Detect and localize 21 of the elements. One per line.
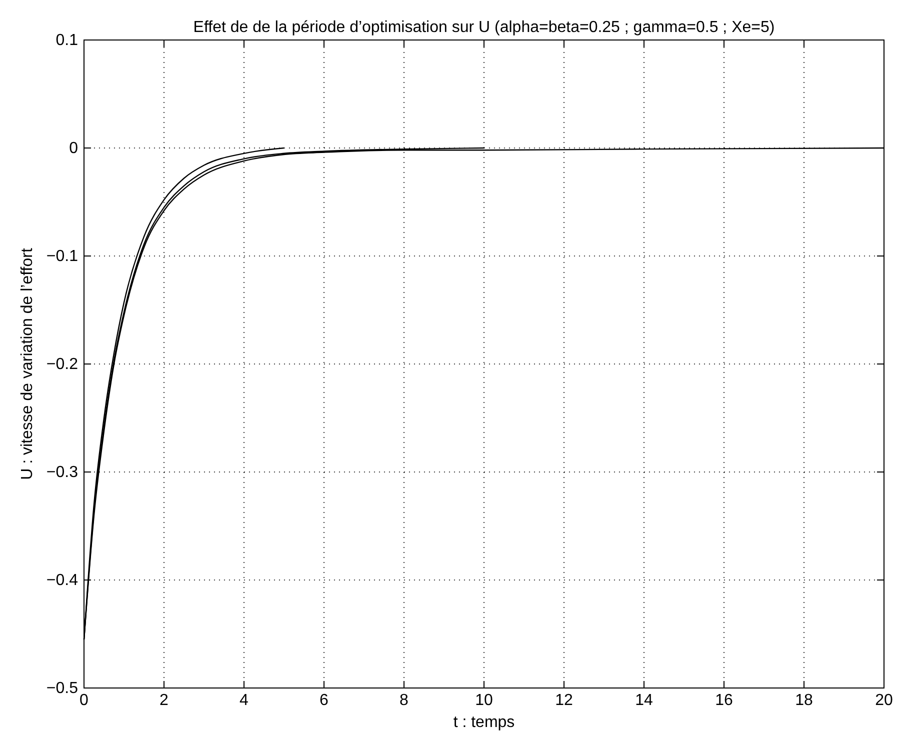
y-tick-label: −0.3 — [46, 464, 78, 481]
x-tick-label: 18 — [795, 692, 813, 709]
y-tick-label: 0 — [69, 140, 78, 157]
x-tick-label: 10 — [475, 692, 493, 709]
y-axis-title: U : vitesse de variation de l’effort — [19, 248, 36, 480]
x-tick-label: 16 — [715, 692, 733, 709]
y-tick-label: −0.2 — [46, 356, 78, 373]
y-tick-label: −0.1 — [46, 248, 78, 265]
y-tick-label: 0.1 — [56, 32, 78, 49]
x-tick-label: 12 — [555, 692, 573, 709]
x-tick-label: 14 — [635, 692, 653, 709]
x-tick-label: 4 — [240, 692, 249, 709]
x-axis-title: t : temps — [453, 714, 515, 731]
x-tick-label: 2 — [160, 692, 169, 709]
x-tick-label: 20 — [875, 692, 893, 709]
x-tick-label: 0 — [80, 692, 89, 709]
chart-title: Effet de de la période d’optimisation sur U (alpha=beta=0.25 ; gamma=0.5 ; Xe=5) — [193, 19, 775, 36]
x-tick-label: 8 — [400, 692, 409, 709]
y-tick-label: −0.4 — [46, 572, 78, 589]
x-tick-label: 6 — [320, 692, 329, 709]
y-tick-label: −0.5 — [46, 680, 78, 697]
